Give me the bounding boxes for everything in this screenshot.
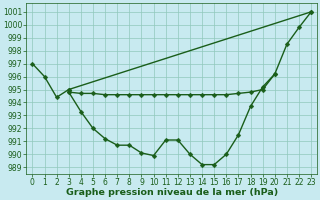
X-axis label: Graphe pression niveau de la mer (hPa): Graphe pression niveau de la mer (hPa) — [66, 188, 278, 197]
